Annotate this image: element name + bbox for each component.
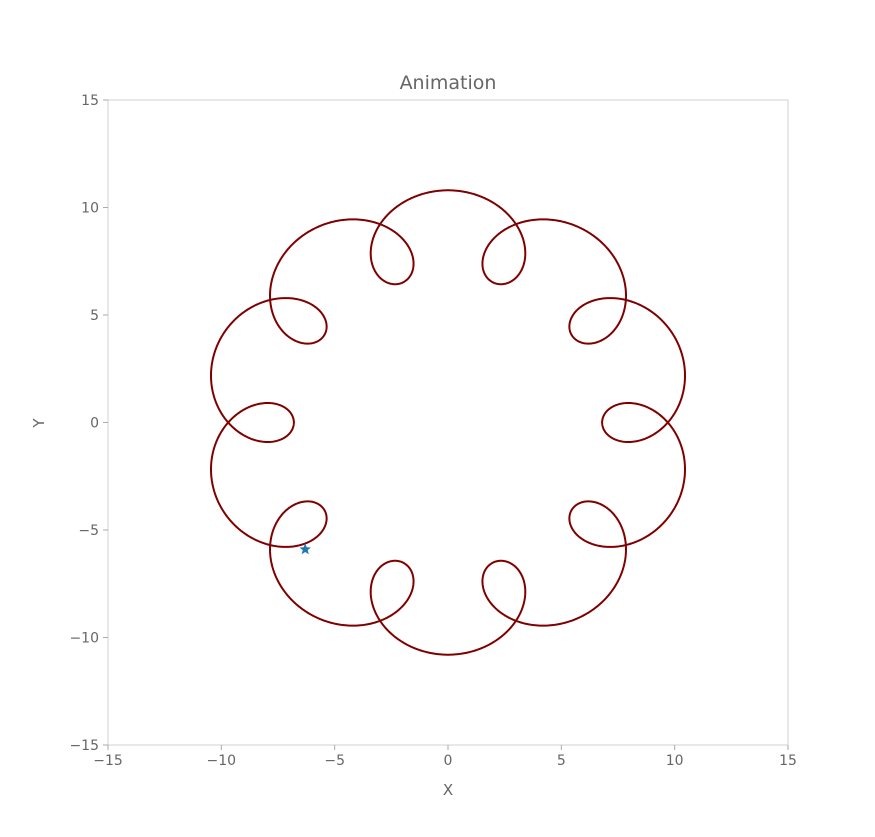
x-tick-label: 15 [779, 753, 797, 769]
y-axis-label: Y [30, 418, 48, 429]
animation-marker-star [299, 543, 311, 555]
series-curve [209, 189, 687, 656]
y-tick-label: −15 [69, 738, 99, 754]
x-axis-label: X [443, 781, 453, 799]
y-tick-label: 10 [81, 201, 99, 217]
x-tick-label: 10 [666, 753, 684, 769]
plot-frame [107, 99, 789, 746]
y-tick-label: −10 [69, 631, 99, 647]
x-tick-label: −5 [324, 753, 345, 769]
chart-title: Animation [400, 72, 497, 94]
x-tick-label: −10 [207, 753, 237, 769]
y-tick-label: 15 [81, 93, 99, 109]
x-tick-label: 5 [557, 753, 566, 769]
x-tick-label: 0 [444, 753, 453, 769]
y-tick-label: −5 [78, 523, 99, 539]
x-tick-label: −15 [93, 753, 123, 769]
y-tick-label: 5 [90, 308, 99, 324]
y-tick-label: 0 [90, 416, 99, 432]
axis-ticks: −15 −10 −5 0 5 10 15 −15 −10 −5 0 5 10 15 [69, 93, 796, 769]
